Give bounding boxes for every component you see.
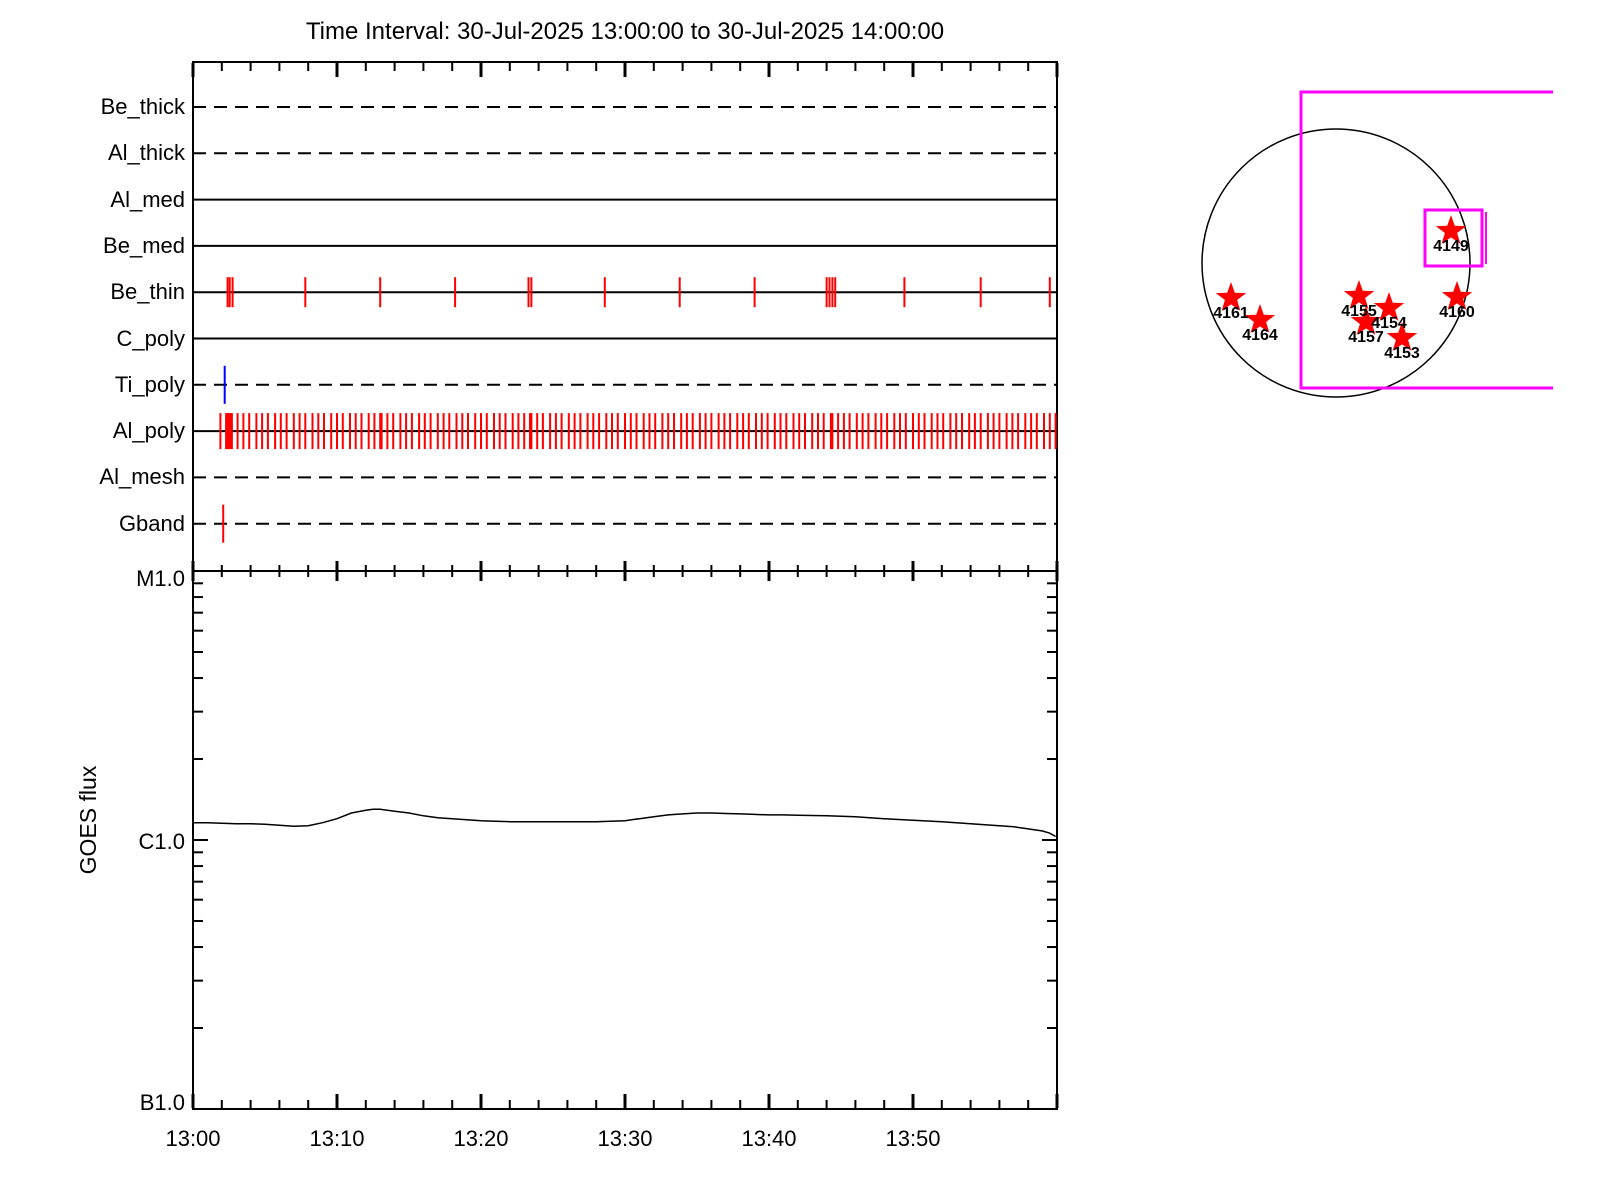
target-box: [1423, 208, 1484, 268]
row-label-be-thin: Be_thin: [110, 279, 185, 305]
region-label-4149: 4149: [1433, 238, 1469, 255]
region-star-icon: [1373, 292, 1405, 321]
region-label-4164: 4164: [1242, 327, 1278, 344]
solar-disk: [1201, 128, 1471, 398]
goes-xtick-1320: 13:20: [453, 1126, 509, 1151]
row-label-be-thick: Be_thick: [100, 94, 185, 119]
region-star-icon: [1244, 304, 1276, 333]
region-label-4161: 4161: [1213, 305, 1249, 322]
region-label-4160: 4160: [1439, 304, 1475, 321]
region-label-4154: 4154: [1371, 315, 1407, 332]
goes-xtick-1310: 13:10: [309, 1126, 365, 1151]
region-label-4153: 4153: [1384, 345, 1420, 362]
region-star-icon: [1435, 215, 1467, 244]
row-label-al-thick: Al_thick: [107, 140, 185, 166]
goes-ytick-c1: C1.0: [138, 829, 185, 854]
goes-panel-border: [192, 570, 1058, 1110]
row-label-al-mesh: Al_mesh: [99, 464, 185, 490]
row-label-c-poly: C_poly: [116, 325, 185, 351]
row-label-ti-poly: Ti_poly: [114, 371, 185, 397]
region-star-icon: [1343, 280, 1375, 309]
row-label-gband: Gband: [118, 510, 185, 536]
goes-xtick-1300: 13:00: [165, 1126, 221, 1151]
goes-xtick-1330: 13:30: [597, 1126, 653, 1151]
region-label-4155: 4155: [1341, 303, 1377, 320]
goes-flux-curve: [193, 808, 1056, 838]
region-star-icon: [1350, 306, 1382, 335]
row-label-al-poly: Al_poly: [112, 418, 185, 444]
fov-rect: [1299, 90, 1553, 390]
goes-ytick-m1: M1.0: [136, 566, 185, 591]
region-star-icon: [1215, 282, 1247, 311]
timeline-panel-border: [192, 61, 1058, 572]
region-star-icon: [1386, 322, 1418, 351]
row-label-be-med: Be_med: [103, 232, 185, 258]
goes-y-axis-title: GOES flux: [75, 765, 101, 875]
region-label-4157: 4157: [1348, 329, 1384, 346]
plot-title: Time Interval: 30-Jul-2025 13:00:00 to 3…: [305, 18, 945, 45]
goes-xtick-1350: 13:50: [885, 1126, 941, 1151]
goes-xtick-1340: 13:40: [741, 1126, 797, 1151]
region-star-icon: [1441, 281, 1473, 310]
row-label-al-med: Al_med: [110, 186, 185, 212]
goes-ytick-b1: B1.0: [139, 1090, 185, 1115]
